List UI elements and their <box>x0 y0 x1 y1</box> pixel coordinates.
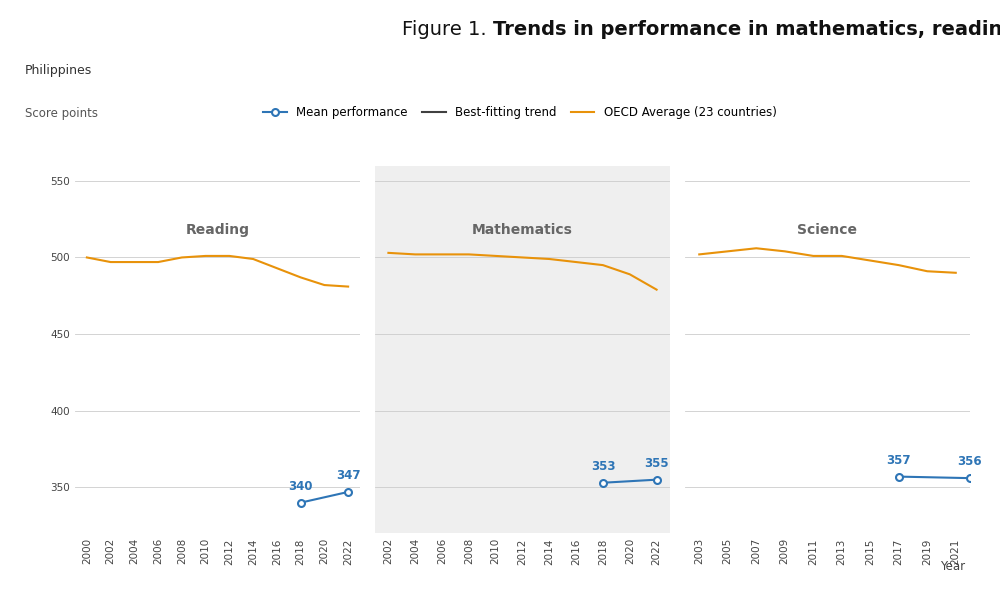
Text: Figure 1.: Figure 1. <box>402 20 493 39</box>
Text: 340: 340 <box>288 480 313 493</box>
Text: 347: 347 <box>336 469 360 482</box>
Text: Year: Year <box>940 560 965 573</box>
Text: Trends in performance in mathematics, reading and science: Trends in performance in mathematics, re… <box>493 20 1000 39</box>
Text: 356: 356 <box>958 455 982 468</box>
Legend: Mean performance, Best-fitting trend, OECD Average (23 countries): Mean performance, Best-fitting trend, OE… <box>259 101 781 123</box>
Text: Science: Science <box>797 223 857 237</box>
Text: 355: 355 <box>644 457 669 470</box>
Text: Mathematics: Mathematics <box>472 223 573 237</box>
Text: Philippines: Philippines <box>25 64 92 77</box>
Text: Reading: Reading <box>186 223 250 237</box>
Text: 353: 353 <box>591 460 615 473</box>
Text: Score points: Score points <box>25 107 98 120</box>
Text: 357: 357 <box>886 454 911 467</box>
